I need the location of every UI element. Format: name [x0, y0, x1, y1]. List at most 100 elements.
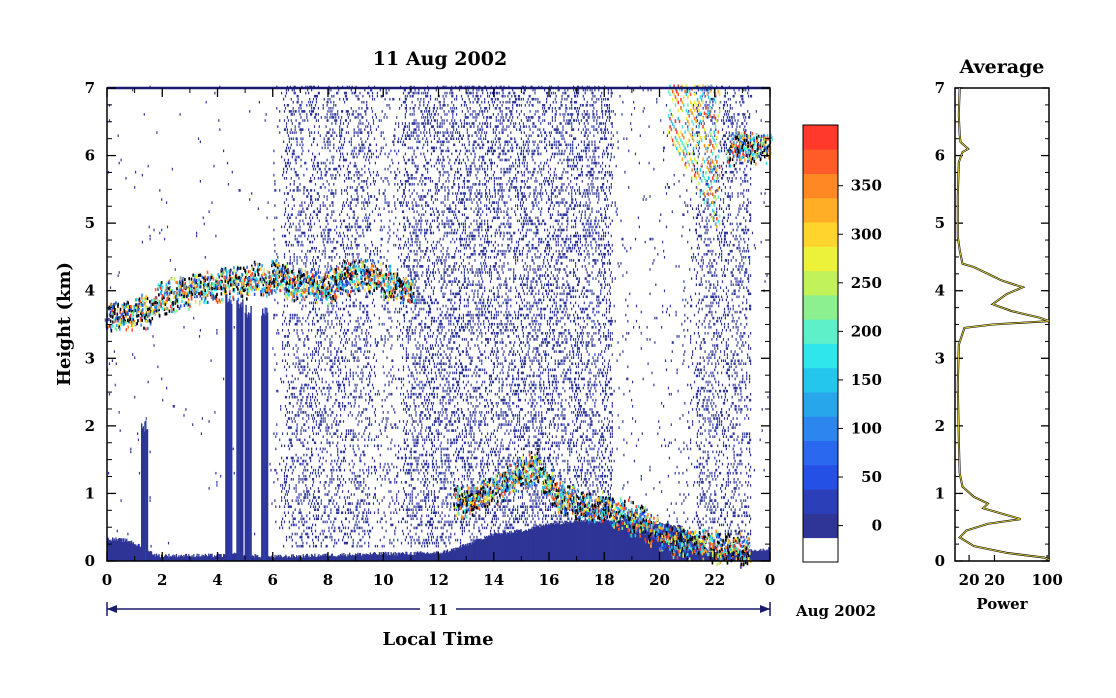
heatmap-cell — [378, 207, 380, 210]
heatmap-cell — [328, 514, 330, 518]
heatmap-cell — [434, 131, 436, 134]
heatmap-cell — [125, 177, 127, 180]
heatmap-cell — [403, 490, 405, 493]
heatmap-cell — [434, 192, 436, 195]
heatmap-cell — [273, 481, 275, 484]
heatmap-cell — [348, 253, 350, 256]
heatmap-cell — [409, 405, 411, 408]
heatmap-cell — [426, 450, 428, 454]
heatmap-cell — [153, 344, 155, 347]
heatmap-cell — [407, 240, 409, 244]
heatmap-cell — [284, 161, 287, 165]
heatmap-cell — [349, 508, 351, 511]
heatmap-cell — [363, 338, 365, 341]
heatmap-cell — [339, 158, 341, 162]
heatmap-cell — [312, 377, 315, 381]
heatmap-cell — [287, 271, 289, 274]
heatmap-cell — [427, 259, 429, 262]
heatmap-cell — [423, 465, 425, 469]
heatmap-cell — [370, 128, 372, 131]
heatmap-cell — [292, 107, 294, 110]
heatmap-cell — [313, 517, 316, 521]
heatmap-cell — [411, 386, 413, 390]
heatmap-cell — [419, 259, 421, 262]
heatmap-cell — [441, 532, 443, 536]
heatmap-cell — [370, 511, 372, 514]
heatmap-cell — [379, 538, 381, 542]
heatmap-cell — [355, 371, 357, 375]
heatmap-cell — [361, 277, 363, 280]
heatmap-cell — [418, 246, 420, 250]
heatmap-cell — [364, 499, 366, 502]
heatmap-cell — [274, 368, 276, 372]
heatmap-cell — [303, 411, 305, 414]
heatmap-cell — [418, 122, 420, 125]
heatmap-cell — [302, 371, 304, 375]
heatmap-cell — [396, 496, 398, 499]
heatmap-cell — [369, 529, 371, 533]
heatmap-cell — [338, 289, 340, 293]
heatmap-cell — [283, 481, 286, 484]
heatmap-cell — [420, 322, 422, 326]
heatmap-cell — [365, 246, 367, 250]
heatmap-cell — [294, 508, 296, 511]
heatmap-cell — [407, 365, 409, 369]
heatmap-cell — [425, 505, 427, 508]
heatmap-cell — [324, 265, 326, 268]
heatmap-cell — [348, 383, 350, 387]
heatmap-cell — [328, 490, 330, 493]
heatmap-cell — [420, 499, 422, 502]
heatmap-cell — [293, 329, 295, 332]
heatmap-cell — [320, 341, 322, 344]
heatmap-cell — [324, 228, 326, 232]
heatmap-cell — [317, 502, 319, 505]
heatmap-cell — [441, 149, 443, 153]
heatmap-cell — [297, 186, 299, 189]
heatmap-cell — [277, 478, 279, 481]
heatmap-cell — [414, 438, 416, 442]
heatmap-cell — [322, 417, 324, 420]
heatmap-cell — [376, 94, 378, 98]
heatmap-cell — [422, 198, 424, 201]
heatmap-cell — [405, 347, 407, 350]
heatmap-cell — [410, 523, 412, 527]
heatmap-cell — [381, 338, 383, 341]
heatmap-cell — [327, 350, 329, 353]
heatmap-cell — [312, 304, 315, 308]
heatmap-cell — [302, 110, 304, 113]
heatmap-cell — [388, 392, 390, 396]
heatmap-cell — [425, 253, 427, 256]
heatmap-cell — [305, 91, 307, 95]
heatmap-cell — [328, 271, 330, 274]
heatmap-cell — [303, 192, 305, 195]
heatmap-cell — [387, 180, 389, 183]
heatmap-cell — [297, 94, 299, 98]
heatmap-cell — [423, 386, 425, 390]
heatmap-cell — [373, 444, 376, 448]
heatmap-cell — [317, 107, 319, 110]
heatmap-cell — [416, 301, 418, 305]
heatmap-cell — [283, 298, 286, 302]
heatmap-cell — [311, 268, 313, 271]
heatmap-cell — [307, 395, 309, 399]
heatmap-cell — [285, 368, 288, 372]
heatmap-cell — [367, 137, 369, 140]
heatmap-cell — [429, 107, 431, 110]
heatmap-cell — [326, 158, 328, 162]
heatmap-cell — [432, 353, 434, 356]
heatmap-cell — [328, 389, 330, 393]
heatmap-cell — [331, 189, 333, 192]
heatmap-cell — [312, 371, 314, 375]
heatmap-cell — [299, 204, 301, 207]
heatmap-cell — [397, 338, 399, 341]
heatmap-cell — [428, 462, 430, 466]
heatmap-cell — [384, 198, 386, 201]
heatmap-cell — [411, 535, 413, 539]
heatmap-cell — [440, 274, 442, 277]
heatmap-cell — [360, 131, 362, 134]
heatmap-cell — [442, 356, 444, 359]
heatmap-cell — [381, 398, 383, 402]
heatmap-cell — [437, 344, 439, 347]
heatmap-cell — [312, 496, 315, 499]
heatmap-cell — [385, 277, 387, 280]
